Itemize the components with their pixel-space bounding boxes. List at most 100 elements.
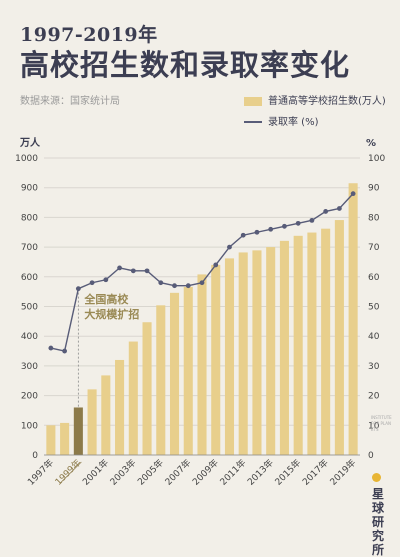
- brand-logo: 星 球 研 究 所: [372, 473, 390, 557]
- rate-point: [130, 268, 136, 274]
- y-right-tick-label: 80: [368, 213, 380, 223]
- y-left-tick-label: 800: [21, 213, 38, 223]
- logo-char: 所: [372, 543, 385, 557]
- x-tick-label: 2013年: [245, 457, 276, 488]
- bar: [169, 292, 180, 455]
- y-left-tick-label: 400: [21, 332, 38, 342]
- rate-point: [62, 348, 68, 354]
- y-left-tick-label: 0: [32, 451, 38, 461]
- y-left-tick-label: 200: [21, 392, 38, 402]
- y-right-tick-label: 30: [368, 362, 380, 372]
- bar: [211, 264, 221, 455]
- y-left-tick-label: 1000: [15, 154, 38, 164]
- bar: [73, 407, 83, 455]
- rate-point: [268, 226, 274, 232]
- rate-point: [227, 244, 232, 250]
- y-right-tick-label: 0: [368, 451, 374, 461]
- y-right-tick-label: 90: [368, 184, 380, 194]
- logo-char: 研: [372, 515, 385, 529]
- rate-point: [199, 280, 205, 286]
- x-tick-label: 2011年: [217, 457, 248, 488]
- rate-point: [172, 283, 177, 289]
- rate-point: [213, 262, 219, 268]
- legend-item-bars: 普通高等学校招生数(万人): [244, 92, 386, 107]
- legend-swatch-bar: [244, 96, 262, 106]
- y-right-tick-label: 50: [368, 303, 380, 313]
- y-left-axis-label: 万人: [19, 136, 41, 149]
- rate-point: [282, 223, 287, 229]
- y-right-axis-label: %: [366, 138, 376, 149]
- x-tick-label: 2001年: [80, 457, 111, 488]
- rate-point: [350, 191, 356, 197]
- chart-title: 高校招生数和录取率变化: [20, 48, 351, 82]
- rate-point: [75, 286, 81, 292]
- y-right-tick-label: 10: [368, 421, 380, 431]
- y-left-tick-label: 300: [21, 362, 38, 372]
- rate-point: [336, 206, 342, 211]
- logo-char: 球: [372, 501, 385, 515]
- bar: [142, 322, 152, 455]
- legend-label-bar: 普通高等学校招生数(万人): [268, 96, 386, 107]
- y-left-tick-label: 700: [21, 243, 38, 253]
- x-tick-label: 1999年: [52, 457, 83, 488]
- x-tick-label: 2015年: [272, 457, 303, 488]
- annotation-text: 全国高校: [83, 292, 129, 306]
- bar: [156, 305, 166, 455]
- bar: [279, 240, 289, 455]
- logo-dot-icon: [372, 473, 381, 482]
- bar: [224, 258, 235, 455]
- rate-point: [158, 280, 164, 286]
- bar: [101, 375, 111, 455]
- rate-point: [117, 265, 122, 271]
- x-tick-label: 2005年: [135, 457, 166, 488]
- bar: [87, 389, 97, 455]
- bar: [238, 252, 248, 455]
- bar: [60, 422, 70, 455]
- bar: [293, 235, 303, 455]
- bar: [46, 425, 56, 455]
- rate-point: [323, 209, 329, 214]
- y-right-tick-label: 100: [368, 154, 385, 164]
- rate-point: [48, 345, 54, 351]
- rate-point: [144, 268, 150, 274]
- rate-point: [103, 277, 109, 283]
- bar: [183, 286, 193, 455]
- x-tick-label: 2007年: [162, 457, 193, 488]
- legend-label-line: 录取率 (%): [268, 117, 319, 128]
- rate-point: [254, 229, 260, 235]
- rate-point: [309, 217, 315, 223]
- bar: [128, 341, 138, 455]
- bar: [348, 183, 358, 455]
- legend-swatch-line: [244, 121, 262, 123]
- bar: [197, 274, 207, 455]
- y-right-tick-label: 40: [368, 332, 380, 342]
- logo-char: 究: [372, 529, 385, 543]
- bar: [307, 232, 317, 455]
- bar: [252, 250, 262, 455]
- bar: [334, 220, 344, 455]
- y-left-tick-label: 600: [21, 273, 38, 283]
- y-right-tick-label: 20: [368, 392, 380, 402]
- rate-point: [89, 280, 95, 286]
- rate-point: [240, 232, 246, 238]
- legend-item-line: 录取率 (%): [244, 113, 318, 128]
- bar: [115, 359, 125, 455]
- annotation-text: 大规模扩招: [84, 307, 139, 321]
- y-right-tick-label: 60: [368, 273, 380, 283]
- y-right-tick-label: 70: [368, 243, 380, 253]
- logo-char: 星: [372, 487, 385, 501]
- x-tick-highlight-underline: [60, 461, 82, 484]
- y-left-tick-label: 500: [21, 303, 38, 313]
- bar: [321, 228, 331, 455]
- y-left-tick-label: 900: [21, 184, 38, 194]
- x-tick-label: 2009年: [190, 457, 221, 488]
- bar: [266, 247, 276, 455]
- rate-point: [185, 283, 191, 289]
- data-source: 数据来源：国家统计局: [20, 96, 120, 107]
- watermark: INSTITUTE FOR PLANETS: [371, 415, 392, 432]
- x-tick-label: 2019年: [327, 457, 358, 488]
- y-left-tick-label: 100: [21, 421, 38, 431]
- x-tick-label: 2003年: [107, 457, 138, 488]
- rate-point: [295, 220, 301, 226]
